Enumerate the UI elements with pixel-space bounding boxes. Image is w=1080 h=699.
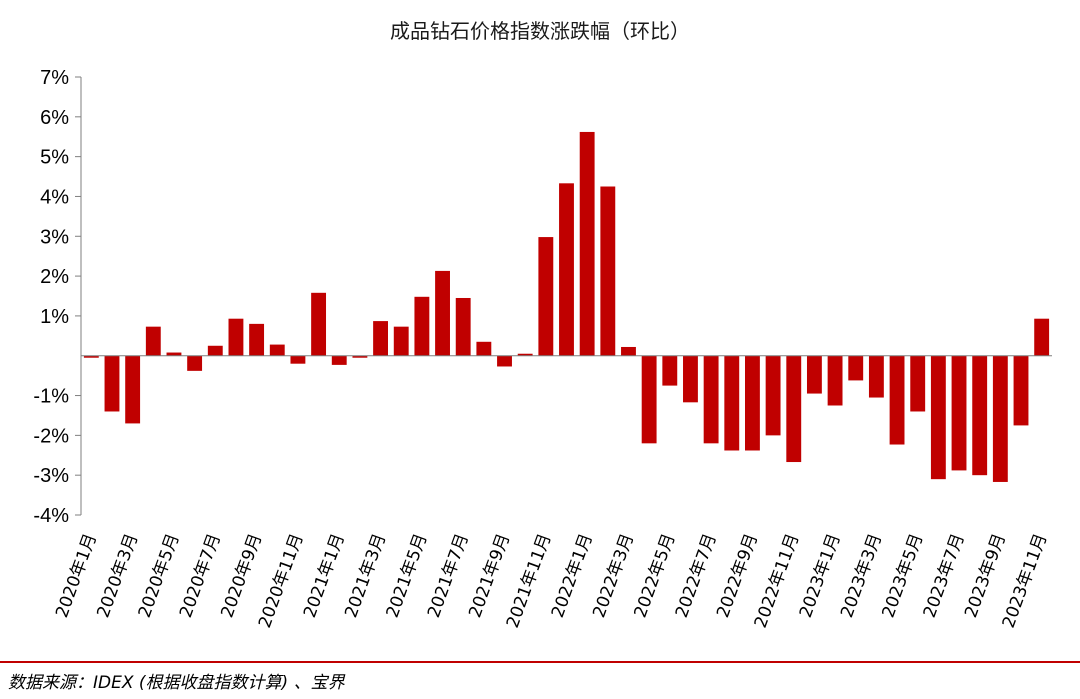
x-tick-label: 2020年9月 bbox=[217, 531, 266, 621]
y-tick-label: 7% bbox=[40, 67, 69, 89]
bar bbox=[559, 183, 574, 356]
y-tick-label: 5% bbox=[40, 147, 69, 169]
bar bbox=[868, 355, 884, 398]
bar bbox=[228, 318, 244, 356]
x-tick-label: 2020年5月 bbox=[135, 531, 184, 621]
bar bbox=[393, 326, 409, 356]
bar bbox=[187, 355, 203, 371]
y-axis: 7% 6% 5% 4% 3% 2% 1% -1% -2% -3% -4% bbox=[33, 67, 82, 527]
bar bbox=[641, 355, 657, 444]
chart-title: 成品钻石价格指数涨跌幅（环比） bbox=[390, 19, 690, 43]
bar bbox=[745, 355, 760, 451]
bar bbox=[331, 355, 347, 365]
bar bbox=[951, 355, 967, 471]
x-tick-label: 2021年5月 bbox=[383, 531, 432, 621]
bar bbox=[476, 341, 492, 356]
bar bbox=[290, 355, 306, 364]
x-tick-label: 2020年7月 bbox=[176, 531, 225, 621]
bar bbox=[207, 345, 223, 356]
x-tick-label: 2021年9月 bbox=[465, 531, 514, 621]
bar bbox=[662, 355, 678, 386]
y-tick-label: 3% bbox=[40, 226, 69, 248]
bar bbox=[683, 355, 698, 403]
bar bbox=[166, 352, 182, 356]
x-tick-label: 2023年3月 bbox=[837, 531, 886, 621]
bar bbox=[827, 355, 843, 406]
bar bbox=[765, 355, 781, 436]
x-tick-label: 2022年9月 bbox=[713, 531, 762, 621]
bar bbox=[848, 355, 864, 381]
x-tick-label: 2022年3月 bbox=[589, 531, 638, 621]
bar bbox=[125, 355, 141, 424]
bar bbox=[435, 270, 450, 356]
x-tick-label: 2023年1月 bbox=[796, 531, 845, 621]
bar bbox=[579, 131, 595, 356]
bar bbox=[1034, 318, 1050, 356]
x-tick-label: 2023年7月 bbox=[920, 531, 969, 621]
x-tick-label: 2021年7月 bbox=[424, 531, 473, 621]
y-tick-label: -2% bbox=[33, 425, 69, 447]
x-tick-label: 2023年5月 bbox=[878, 531, 927, 621]
x-tick-label: 2022年5月 bbox=[631, 531, 680, 621]
bar bbox=[538, 237, 554, 356]
bar bbox=[455, 297, 471, 356]
bar bbox=[311, 292, 327, 356]
bar bbox=[621, 346, 636, 356]
bar bbox=[83, 355, 99, 358]
x-tick-label: 2021年3月 bbox=[341, 531, 390, 621]
bar bbox=[145, 326, 161, 356]
bar bbox=[1013, 355, 1029, 426]
footer-divider bbox=[0, 661, 1080, 663]
bar bbox=[910, 355, 926, 412]
bar bbox=[992, 355, 1008, 482]
bar bbox=[972, 355, 988, 476]
x-tick-label: 2022年7月 bbox=[672, 531, 721, 621]
bar bbox=[249, 323, 265, 356]
bar bbox=[703, 355, 719, 444]
x-tick-label: 2020年1月 bbox=[52, 531, 101, 621]
y-tick-label: 2% bbox=[40, 266, 69, 288]
x-tick-label: 2020年3月 bbox=[93, 531, 142, 621]
bar bbox=[930, 355, 946, 480]
y-tick-label: 6% bbox=[40, 107, 69, 129]
y-tick-label: -1% bbox=[33, 386, 69, 408]
bar bbox=[373, 321, 388, 356]
bar bbox=[104, 355, 120, 412]
y-tick-label: -4% bbox=[33, 505, 69, 527]
bar bbox=[517, 353, 533, 356]
bars bbox=[83, 131, 1050, 482]
bar bbox=[414, 296, 430, 356]
bar bbox=[600, 186, 616, 356]
bar bbox=[724, 355, 740, 451]
bar bbox=[786, 355, 802, 463]
bar bbox=[352, 355, 368, 358]
y-tick-label: 1% bbox=[40, 306, 69, 328]
x-tick-label: 2021年1月 bbox=[300, 531, 349, 621]
x-tick-label: 2022年1月 bbox=[548, 531, 597, 621]
bar bbox=[806, 355, 822, 394]
x-tick-label: 2023年9月 bbox=[961, 531, 1010, 621]
bar bbox=[269, 344, 285, 356]
y-tick-label: -3% bbox=[33, 465, 69, 487]
bar bbox=[889, 355, 905, 445]
y-tick-label: 4% bbox=[40, 186, 69, 208]
source-note: 数据来源：IDEX (根据收盘指数计算) 、宝界 bbox=[8, 673, 345, 693]
bar bbox=[497, 355, 512, 367]
